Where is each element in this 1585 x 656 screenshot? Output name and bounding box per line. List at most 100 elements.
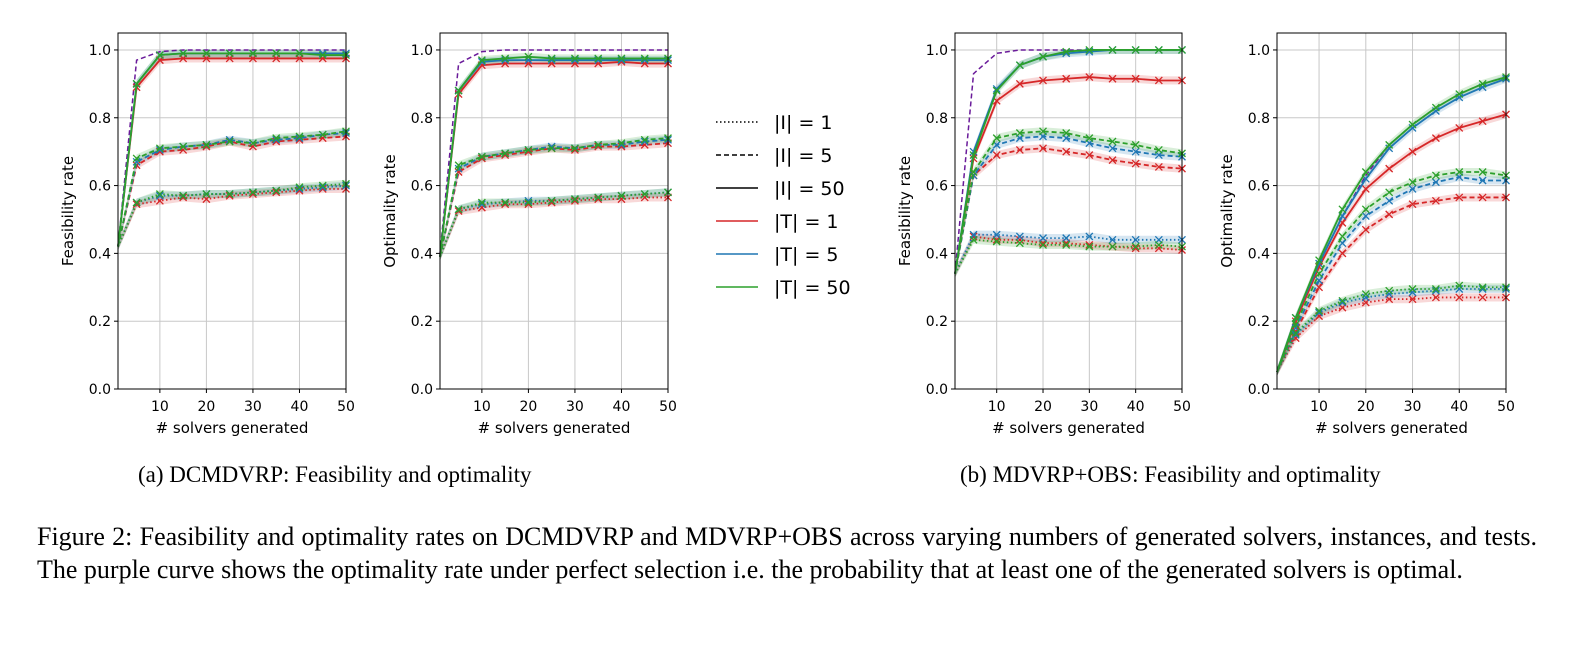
- data-point-marker: [969, 151, 978, 160]
- data-point-marker: [1015, 79, 1024, 88]
- data-point-marker: [1062, 129, 1071, 137]
- series-line: [954, 233, 1182, 275]
- y-tick-label: 1.0: [926, 43, 948, 59]
- y-tick-label: 0.8: [1248, 111, 1270, 127]
- x-tick-label: 20: [197, 399, 215, 415]
- data-point-marker: [225, 49, 234, 58]
- x-tick-label: 10: [473, 399, 491, 415]
- data-point-marker: [1431, 293, 1440, 302]
- data-point-marker: [1385, 144, 1394, 153]
- data-point-marker: [225, 137, 234, 146]
- data-point-marker: [1315, 276, 1324, 285]
- data-point-marker: [1085, 73, 1094, 82]
- x-tick-label: 50: [659, 399, 677, 415]
- data-point-marker: [617, 54, 626, 63]
- data-point-marker: [477, 198, 486, 207]
- data-point-marker: [1385, 290, 1394, 299]
- confidence-band: [440, 193, 668, 261]
- data-point-marker: [570, 196, 579, 205]
- data-point-marker: [570, 144, 579, 153]
- data-point-marker: [1361, 168, 1370, 176]
- data-point-marker: [1154, 45, 1163, 54]
- confidence-band: [955, 144, 1182, 278]
- confidence-band: [1277, 281, 1506, 377]
- data-point-marker: [992, 134, 1001, 143]
- data-point-marker: [318, 183, 327, 192]
- confidence-band: [1277, 293, 1506, 377]
- data-point-marker: [1361, 293, 1370, 302]
- data-point-marker: [1015, 61, 1024, 70]
- data-point-marker: [272, 188, 281, 197]
- data-point-marker: [501, 54, 510, 63]
- x-tick-label: 30: [244, 399, 262, 415]
- data-point-marker: [1385, 188, 1394, 197]
- data-point-marker: [992, 230, 1001, 239]
- data-point-marker: [1085, 45, 1094, 54]
- data-point-marker: [1108, 144, 1117, 153]
- data-point-marker: [132, 79, 141, 88]
- figure-caption: Figure 2: Feasibility and optimality rat…: [37, 522, 1537, 584]
- y-tick-label: 0.6: [89, 179, 111, 195]
- data-point-marker: [248, 142, 257, 151]
- data-point-marker: [1385, 210, 1394, 219]
- data-point-marker: [248, 49, 257, 58]
- y-tick-label: 0.0: [1248, 382, 1270, 398]
- data-point-marker: [640, 193, 649, 202]
- data-point-marker: [640, 54, 649, 63]
- y-axis-label: Optimality rate: [381, 154, 399, 268]
- data-point-marker: [155, 191, 164, 200]
- data-point-marker: [969, 168, 978, 176]
- y-tick-label: 0.2: [411, 314, 433, 330]
- y-tick-label: 1.0: [89, 43, 111, 59]
- data-point-marker: [570, 195, 579, 204]
- data-point-marker: [318, 51, 327, 59]
- subcaption-a: (a) DCMDVRP: Feasibility and optimality: [138, 462, 532, 487]
- data-point-marker: [477, 56, 486, 65]
- data-point-marker: [547, 144, 556, 153]
- data-point-marker: [1455, 293, 1464, 302]
- data-point-marker: [1431, 196, 1440, 205]
- y-tick-label: 0.8: [411, 111, 433, 127]
- series-line: [954, 130, 1183, 274]
- data-point-marker: [202, 49, 211, 58]
- confidence-band: [1277, 74, 1506, 377]
- data-point-marker: [1039, 234, 1047, 243]
- data-point-marker: [1108, 137, 1117, 146]
- data-point-marker: [155, 146, 164, 154]
- data-point-marker: [1455, 168, 1464, 176]
- data-point-marker: [295, 185, 304, 193]
- series-line: [1276, 113, 1507, 373]
- data-point-marker: [1108, 235, 1117, 244]
- x-tick-label: 40: [291, 399, 309, 415]
- data-point-marker: [1085, 134, 1094, 143]
- data-point-marker: [1154, 240, 1163, 249]
- x-tick-label: 20: [519, 399, 537, 415]
- data-point-marker: [295, 186, 304, 195]
- confidence-band: [1277, 193, 1506, 377]
- data-point-marker: [1431, 285, 1440, 293]
- y-tick-label: 0.4: [411, 246, 433, 262]
- y-tick-label: 1.0: [411, 43, 433, 59]
- y-tick-label: 0.4: [1248, 246, 1270, 262]
- data-point-marker: [1039, 76, 1047, 85]
- data-point-marker: [1154, 146, 1163, 154]
- data-point-marker: [969, 235, 978, 244]
- data-point-marker: [1408, 185, 1417, 193]
- data-point-marker: [1131, 244, 1140, 253]
- x-tick-label: 10: [1310, 399, 1328, 415]
- confidence-band: [1277, 73, 1506, 377]
- data-point-marker: [1131, 242, 1140, 251]
- y-tick-label: 0.2: [926, 314, 948, 330]
- y-tick-label: 0.2: [89, 314, 111, 330]
- data-point-marker: [1015, 232, 1024, 241]
- data-point-marker: [295, 49, 304, 58]
- data-point-marker: [1408, 288, 1417, 297]
- data-point-marker: [1131, 235, 1140, 244]
- y-tick-label: 0.0: [926, 382, 948, 398]
- axes-frame: [117, 32, 347, 390]
- data-point-marker: [1131, 140, 1140, 149]
- data-point-marker: [179, 49, 188, 58]
- confidence-band: [955, 230, 1182, 278]
- data-point-marker: [1385, 196, 1394, 205]
- data-point-marker: [202, 140, 211, 149]
